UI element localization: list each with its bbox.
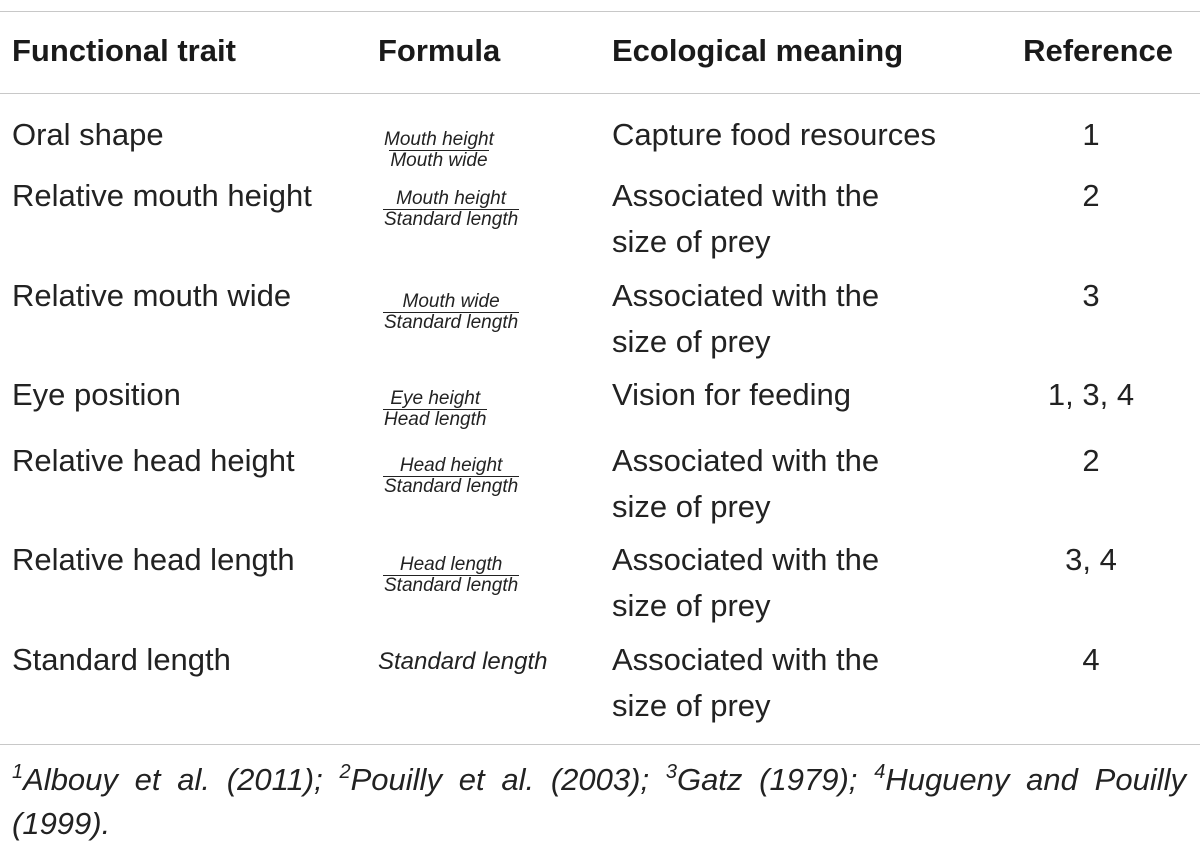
table-footnote: 1Albouy et al. (2011); 2Pouilly et al. (… bbox=[12, 758, 1186, 846]
trait-cell: Relative mouth height bbox=[12, 178, 312, 213]
footnote-marker: 3 bbox=[665, 761, 677, 783]
trait-cell: Eye position bbox=[12, 377, 181, 412]
trait-cell: Relative head length bbox=[12, 542, 295, 577]
formula-denominator: Standard length bbox=[383, 209, 520, 230]
formula-numerator: Mouth wide bbox=[402, 291, 500, 312]
footnote-ref: Pouilly et al. (2003); bbox=[350, 762, 650, 797]
meaning-cell: Associated with the size of prey bbox=[612, 542, 880, 623]
trait-cell: Relative mouth wide bbox=[12, 278, 292, 313]
table-top-rule bbox=[0, 11, 1200, 12]
meaning-cell: Associated with the size of prey bbox=[612, 443, 880, 524]
formula-denominator: Standard length bbox=[383, 312, 520, 333]
formula-fraction: Eye height Head length bbox=[383, 388, 488, 430]
header-formula: Formula bbox=[378, 33, 501, 68]
reference-cell: 1, 3, 4 bbox=[1047, 377, 1135, 412]
reference-cell: 2 bbox=[1082, 443, 1100, 478]
header-functional-trait: Functional trait bbox=[12, 33, 236, 68]
formula-denominator: Head length bbox=[383, 409, 488, 430]
reference-cell: 4 bbox=[1082, 642, 1100, 677]
reference-cell: 1 bbox=[1082, 117, 1100, 152]
formula-plain: Standard length bbox=[378, 648, 548, 675]
reference-cell: 2 bbox=[1082, 178, 1100, 213]
meaning-cell: Vision for feeding bbox=[612, 377, 851, 412]
formula-fraction: Mouth height Standard length bbox=[383, 188, 520, 230]
footnote-ref: Gatz (1979); bbox=[676, 762, 858, 797]
formula-numerator: Head height bbox=[399, 455, 503, 476]
footnote-ref: Hugueny and Pouilly (1999). bbox=[12, 762, 1186, 841]
header-ecological-meaning: Ecological meaning bbox=[612, 33, 904, 68]
footnote-marker: 4 bbox=[874, 761, 886, 783]
formula-numerator: Mouth height bbox=[384, 129, 494, 150]
trait-cell: Standard length bbox=[12, 642, 231, 677]
table-bottom-rule bbox=[0, 744, 1200, 745]
formula-denominator: Standard length bbox=[383, 575, 520, 596]
reference-cell: 3 bbox=[1082, 278, 1100, 313]
meaning-cell: Associated with the size of prey bbox=[612, 178, 880, 259]
meaning-cell: Associated with the size of prey bbox=[612, 642, 880, 723]
formula-fraction: Head length Standard length bbox=[383, 554, 520, 596]
trait-cell: Oral shape bbox=[12, 117, 164, 152]
formula-numerator: Eye height bbox=[390, 388, 481, 409]
header-reference: Reference bbox=[1023, 33, 1173, 68]
formula-numerator: Mouth height bbox=[396, 188, 507, 209]
header-rule bbox=[0, 93, 1200, 94]
formula-fraction: Mouth height Mouth wide bbox=[383, 130, 495, 171]
formula-denominator: Standard length bbox=[383, 476, 520, 497]
meaning-cell: Capture food resources bbox=[612, 117, 936, 152]
formula-fraction: Mouth wide Standard length bbox=[383, 291, 520, 333]
formula-denominator: Mouth wide bbox=[389, 150, 489, 171]
formula-fraction: Head height Standard length bbox=[383, 455, 520, 497]
trait-cell: Relative head height bbox=[12, 443, 295, 478]
footnote-marker: 1 bbox=[12, 761, 24, 783]
meaning-cell: Associated with the size of prey bbox=[612, 278, 880, 359]
footnote-ref: Albouy et al. (2011); bbox=[23, 762, 323, 797]
footnote-marker: 2 bbox=[339, 761, 351, 783]
reference-cell: 3, 4 bbox=[1065, 542, 1117, 577]
formula-numerator: Head length bbox=[399, 554, 503, 575]
